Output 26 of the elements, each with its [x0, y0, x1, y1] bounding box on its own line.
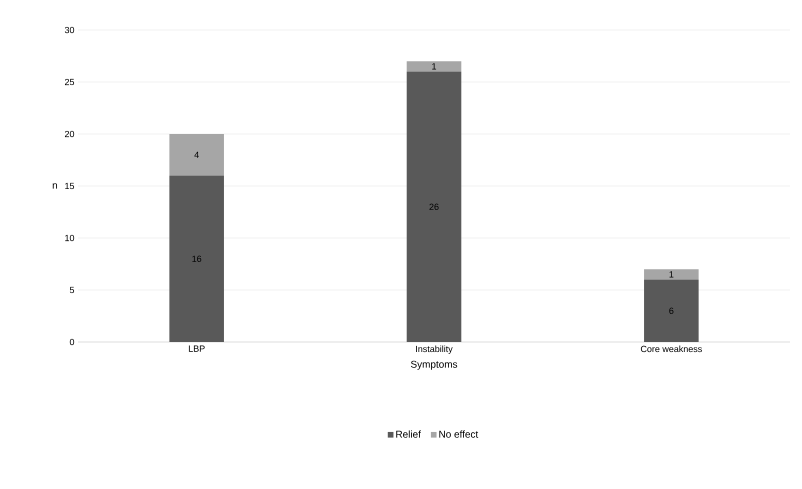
y-tick-label: 30 — [64, 26, 74, 34]
y-axis-title: n — [52, 183, 58, 189]
x-tick-label: Instability — [416, 346, 453, 354]
data-label: 1 — [670, 271, 674, 278]
y-tick-label: 20 — [64, 130, 74, 138]
x-tick-label: LBP — [188, 346, 205, 352]
data-label: 26 — [429, 204, 439, 210]
y-tick-label: 0 — [70, 338, 74, 346]
data-label: 6 — [669, 308, 674, 314]
y-tick-label: 15 — [65, 182, 74, 190]
data-label: 4 — [194, 152, 199, 158]
data-label: 16 — [192, 256, 202, 262]
bar — [169, 134, 224, 176]
y-tick-label: 10 — [65, 234, 74, 242]
legend-label: No effect — [439, 430, 478, 438]
bar — [406, 61, 462, 72]
x-axis-title: Symptoms — [410, 360, 458, 370]
x-tick-label: Core weakness — [640, 346, 702, 352]
y-tick-label: 25 — [64, 78, 74, 86]
bar — [406, 72, 462, 342]
bar — [169, 176, 224, 342]
data-label: 1 — [432, 63, 436, 70]
y-tick-label: 5 — [70, 286, 74, 294]
legend-label: Relief — [396, 430, 421, 438]
bar — [644, 280, 699, 342]
bar — [644, 269, 699, 280]
